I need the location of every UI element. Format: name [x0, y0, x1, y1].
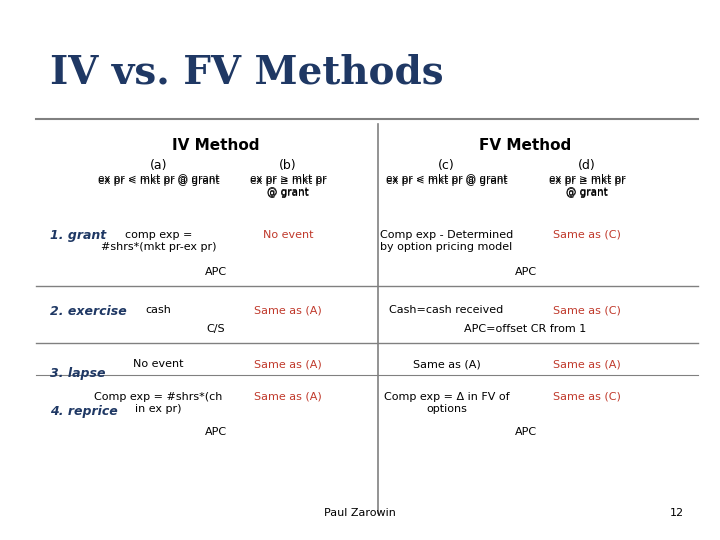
Text: Paul Zarowin: Paul Zarowin: [324, 508, 396, 518]
Text: ex pr < mkt pr @ grant: ex pr < mkt pr @ grant: [386, 176, 507, 186]
Text: Cash=cash received: Cash=cash received: [390, 305, 503, 315]
Text: (c): (c): [438, 159, 455, 172]
Text: Same as (C): Same as (C): [553, 392, 621, 402]
Text: ex pr ≥ mkt pr
@ grant: ex pr ≥ mkt pr @ grant: [549, 174, 625, 197]
Text: APC=offset CR from 1: APC=offset CR from 1: [464, 324, 587, 334]
Text: No event: No event: [263, 230, 313, 240]
Text: APC: APC: [205, 427, 227, 437]
Text: C/S: C/S: [207, 324, 225, 334]
Text: (a): (a): [150, 159, 167, 172]
Text: Same as (A): Same as (A): [553, 359, 621, 369]
Text: Same as (C): Same as (C): [553, 305, 621, 315]
Text: Same as (A): Same as (A): [254, 305, 322, 315]
Text: Comp exp = Δ in FV of
options: Comp exp = Δ in FV of options: [384, 392, 509, 414]
Text: ex pr ≥ mkt pr
@ grant: ex pr ≥ mkt pr @ grant: [549, 176, 625, 198]
Text: comp exp =
#shrs*(mkt pr-ex pr): comp exp = #shrs*(mkt pr-ex pr): [101, 230, 216, 252]
Text: IV Method: IV Method: [172, 138, 260, 153]
Text: 1. grant: 1. grant: [50, 230, 107, 242]
Text: 4. reprice: 4. reprice: [50, 405, 118, 418]
Text: Comp exp - Determined
by option pricing model: Comp exp - Determined by option pricing …: [379, 230, 513, 252]
Text: 12: 12: [670, 508, 684, 518]
Text: ex pr < mkt pr @ grant: ex pr < mkt pr @ grant: [386, 174, 507, 185]
Text: ex pr ≥ mkt pr
@ grant: ex pr ≥ mkt pr @ grant: [250, 174, 326, 197]
Text: Same as (A): Same as (A): [413, 359, 480, 369]
Text: No event: No event: [133, 359, 184, 369]
Text: (d): (d): [578, 159, 595, 172]
Text: ex pr < mkt pr @ grant: ex pr < mkt pr @ grant: [98, 176, 219, 186]
Text: 2. exercise: 2. exercise: [50, 305, 127, 318]
Text: APC: APC: [515, 427, 536, 437]
Text: Same as (A): Same as (A): [254, 359, 322, 369]
Text: 3. lapse: 3. lapse: [50, 367, 106, 380]
Text: FV Method: FV Method: [480, 138, 572, 153]
Text: cash: cash: [145, 305, 171, 315]
Text: APC: APC: [205, 267, 227, 278]
Text: IV vs. FV Methods: IV vs. FV Methods: [50, 54, 444, 92]
Text: Same as (C): Same as (C): [553, 230, 621, 240]
Text: APC: APC: [515, 267, 536, 278]
Text: Same as (A): Same as (A): [254, 392, 322, 402]
Text: ex pr < mkt pr @ grant: ex pr < mkt pr @ grant: [98, 174, 219, 185]
Text: ex pr ≥ mkt pr
@ grant: ex pr ≥ mkt pr @ grant: [250, 176, 326, 198]
Text: (b): (b): [279, 159, 297, 172]
Text: Comp exp = #shrs*(ch
in ex pr): Comp exp = #shrs*(ch in ex pr): [94, 392, 222, 414]
